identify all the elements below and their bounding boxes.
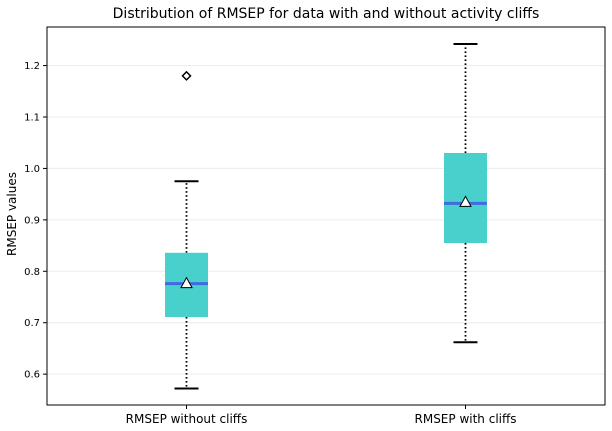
box-plots: [165, 42, 487, 390]
mean-marker: [180, 276, 193, 289]
y-tick-label: 1.2: [24, 61, 40, 72]
x-tick-label: RMSEP with cliffs: [415, 412, 517, 426]
box-group: [165, 70, 208, 390]
box-group: [444, 42, 487, 344]
y-tick-label: 0.8: [24, 267, 40, 278]
grid-lines: [47, 65, 605, 375]
y-tick-label: 0.7: [24, 318, 40, 329]
outlier-point: [181, 70, 192, 81]
mean-marker: [459, 195, 472, 207]
y-tick-label: 1.1: [24, 113, 40, 124]
x-tick-label: RMSEP without cliffs: [126, 412, 248, 426]
axes: 0.6 0.7 0.8 0.9 1.0 1.1 1.2 RMSEP without cliff…: [24, 26, 606, 426]
chart-title: Distribution of RMSEP for data with and …: [113, 6, 540, 22]
y-tick-label: 0.6: [24, 370, 40, 381]
plot-frame: [46, 26, 606, 406]
y-axis-label: RMSEP values: [5, 172, 19, 256]
y-tick-label: 1.0: [24, 164, 40, 175]
y-tick-label: 0.9: [24, 215, 40, 226]
